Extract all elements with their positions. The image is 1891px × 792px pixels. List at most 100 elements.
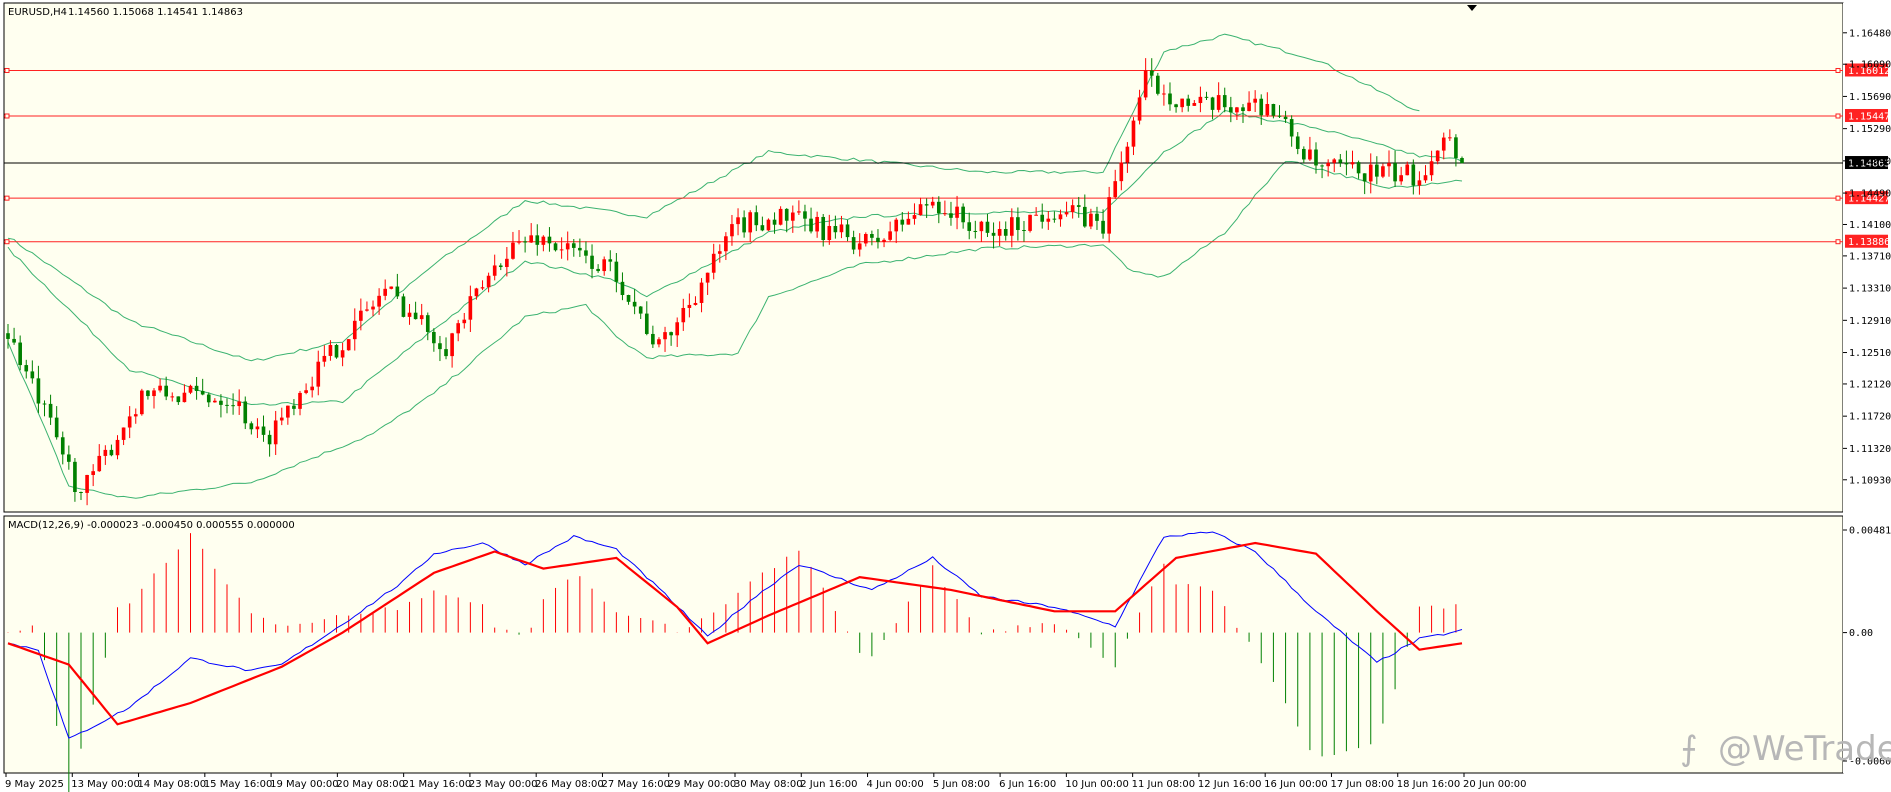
candle-body [30,371,35,379]
bollinger-bands [7,33,1463,499]
candle-body [894,219,899,232]
candle-body [328,344,333,356]
macd-tick-label: -0.00602 [1849,757,1891,768]
price-tick-label: 1.13710 [1849,251,1891,262]
candle-body [1241,107,1245,112]
level-price-label: 1.13886 [1848,237,1890,248]
candle-body [1198,96,1203,104]
candle-body [565,243,570,250]
candle-body [1016,217,1020,230]
time-tick-label: 11 Jun 08:00 [1132,779,1196,790]
time-tick-label: 20 May 08:00 [336,779,405,790]
candle-body [383,288,388,296]
candle-body [97,455,102,472]
level-anchor-icon[interactable] [1835,113,1841,119]
candle-body [882,239,886,242]
candle-body [1265,103,1270,116]
candle-body [425,315,430,332]
price-tick-label: 1.14100 [1849,220,1891,231]
candle-body [1149,70,1154,76]
time-tick-label: 12 Jun 16:00 [1198,779,1262,790]
candle-body [146,390,150,397]
candle-body [1295,136,1300,149]
candle-body [657,339,661,345]
candle-body [535,235,540,245]
candle-body [1040,214,1045,222]
candle-body [73,461,77,493]
candle-body [468,296,473,320]
candle-body [1113,181,1118,198]
candle-body [748,212,753,233]
candle-body [1028,214,1032,231]
candle-body [1399,175,1403,182]
level-anchor-icon[interactable] [1835,67,1841,73]
level-price-badge [1845,234,1888,248]
candle-body [997,228,1002,236]
candle-body [413,312,418,320]
price-pane[interactable] [3,2,1844,513]
candle-body [346,339,351,351]
level-anchor-icon[interactable] [4,67,10,73]
candle-body [54,417,59,438]
candle-body [590,255,594,269]
candle-body [152,390,156,397]
price-tick-label: 1.16480 [1849,28,1891,39]
time-tick-label: 26 May 08:00 [535,779,604,790]
candle-body [845,224,850,238]
candle-body [322,355,327,362]
level-anchor-icon[interactable] [4,239,10,245]
candle-body [1101,220,1105,234]
candle-body [109,449,114,456]
level-anchor-icon[interactable] [1835,239,1841,245]
candle-body [949,213,953,218]
candle-body [541,236,546,245]
candle-body [225,404,229,406]
time-tick-label: 6 Jun 16:00 [999,779,1056,790]
macd-pane[interactable] [3,515,1844,774]
candle-body [1411,164,1416,186]
macd-signal-line [7,541,1463,726]
candle-body [1046,218,1051,222]
level-anchor-icon[interactable] [4,113,10,119]
candle-body [663,332,667,340]
candle-body [1308,149,1312,160]
candle-body [833,225,838,233]
candle-body [955,206,959,218]
candle-body [900,219,905,225]
candle-body [936,201,941,214]
level-anchor-icon[interactable] [4,195,10,201]
candle-body [492,265,497,276]
candle-body [1314,149,1318,166]
candle-body [1070,205,1075,213]
candle-body [237,401,241,407]
candle-body [1082,206,1087,227]
candle-body [486,275,491,288]
time-tick-label: 29 May 00:00 [668,779,737,790]
candle-body [1326,162,1330,167]
candle-body [231,405,235,407]
candle-body [1368,164,1373,182]
price-tick-label: 1.16090 [1849,60,1891,71]
candle-body [243,401,248,424]
candle-body [1441,137,1446,151]
time-tick-label: 9 May 2025 [5,779,64,790]
level-anchor-icon[interactable] [1835,195,1841,201]
candle-body [365,309,369,311]
candle-body [1210,97,1215,110]
time-tick-label: 5 Jun 08:00 [933,779,990,790]
candle-body [1058,214,1063,220]
candle-body [480,287,485,289]
candle-body [578,247,582,251]
chart-shift-marker-icon[interactable] [1467,5,1477,11]
candle-body [778,208,783,225]
candle-body [1448,137,1452,139]
candle-body [170,396,175,398]
candle-body [1423,175,1428,181]
price-tick-label: 1.14490 [1849,189,1891,200]
candle-body [669,332,673,336]
candle-body [1247,102,1251,112]
price-tick-label: 1.15690 [1849,92,1891,103]
horizontal-levels[interactable]: 1.16012 1.15447 1.14863 1.14427 1.13886 [4,63,1890,248]
time-tick-label: 18 Jun 16:00 [1397,779,1461,790]
